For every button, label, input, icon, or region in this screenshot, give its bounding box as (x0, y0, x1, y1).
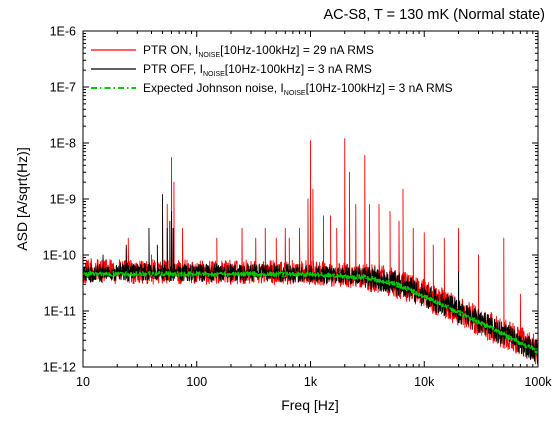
legend-label: PTR ON, INOISE[10Hz-100kHz] = 29 nA RMS (143, 43, 374, 59)
x-tick-label: 100 (186, 375, 207, 389)
y-axis-label: ASD [A/sqrt(Hz)] (14, 147, 30, 250)
y-tick-label: 1E-6 (50, 25, 76, 39)
series-line-expected-johnson-noise (83, 270, 538, 355)
x-axis-label: Freq [Hz] (281, 397, 339, 413)
x-tick-label: 100k (524, 375, 552, 389)
series-line-ptr-on (83, 138, 538, 365)
legend-entry: Expected Johnson noise, INOISE[10Hz-100k… (91, 81, 453, 97)
legend-label: Expected Johnson noise, INOISE[10Hz-100k… (143, 81, 453, 97)
y-tick-label: 1E-10 (43, 249, 76, 263)
axes: 10 100 1k 10k 100k 1E-12 1E-11 1E-10 1E-9 1E-8 1E-… (43, 25, 552, 390)
y-tick-label: 1E-7 (50, 81, 76, 95)
legend-entry: PTR OFF, INOISE[10Hz-100kHz] = 3 nA RMS (91, 62, 372, 78)
legend: PTR ON, INOISE[10Hz-100kHz] = 29 nA RMS P… (91, 43, 453, 97)
legend-entry: PTR ON, INOISE[10Hz-100kHz] = 29 nA RMS (91, 43, 374, 59)
legend-label: PTR OFF, INOISE[10Hz-100kHz] = 3 nA RMS (143, 62, 372, 78)
y-tick-label: 1E-11 (44, 305, 76, 319)
chart-title: AC-S8, T = 130 mK (Normal state) (324, 7, 545, 23)
x-tick-label: 10k (414, 375, 435, 389)
x-tick-label: 1k (304, 375, 318, 389)
x-tick-label: 10 (76, 375, 90, 389)
plot-area (83, 138, 538, 365)
y-tick-label: 1E-12 (43, 361, 76, 375)
y-tick-label: 1E-9 (50, 193, 76, 207)
y-tick-label: 1E-8 (50, 137, 76, 151)
